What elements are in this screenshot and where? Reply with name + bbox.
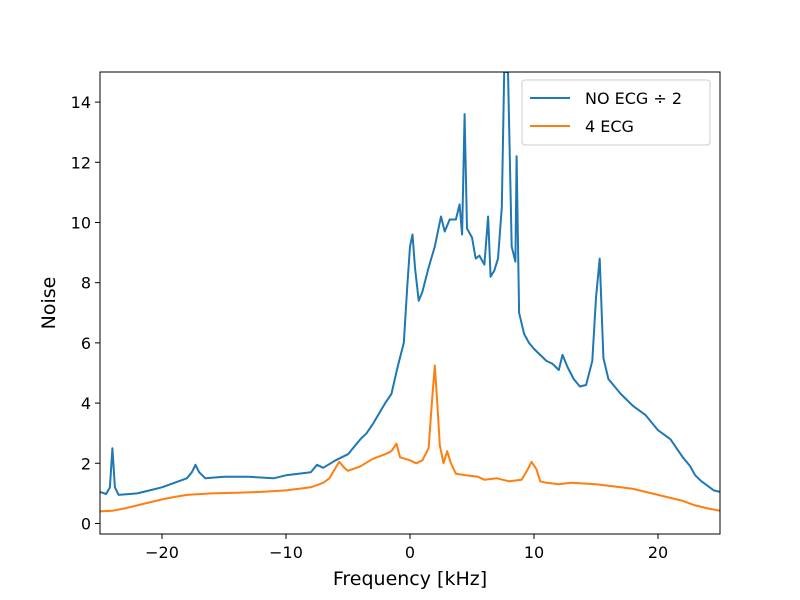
x-tick-label: −10 (269, 543, 303, 562)
y-tick-label: 4 (81, 394, 91, 413)
series-line-0 (100, 72, 720, 496)
x-tick-label: −20 (145, 543, 179, 562)
legend-label-0: NO ECG ÷ 2 (585, 89, 682, 108)
x-tick-label: 10 (524, 543, 544, 562)
legend: NO ECG ÷ 2 4 ECG (521, 79, 711, 146)
legend-frame (521, 79, 711, 146)
x-tick-label: 0 (405, 543, 415, 562)
legend-label-1: 4 ECG (585, 117, 634, 136)
y-tick-label: 6 (81, 334, 91, 353)
x-tick-label: 20 (648, 543, 668, 562)
x-axis: −20 −10 0 10 20 (145, 534, 668, 562)
x-axis-title: Frequency [kHz] (333, 568, 487, 590)
y-axis: 0 2 4 6 8 10 12 14 (71, 93, 100, 533)
plot-area (99, 71, 721, 535)
series-line-1 (100, 364, 720, 513)
series-layer (100, 72, 720, 513)
y-tick-label: 12 (71, 153, 91, 172)
y-tick-label: 2 (81, 454, 91, 473)
plot-background (100, 72, 720, 534)
y-tick-label: 8 (81, 274, 91, 293)
y-axis-title: Noise (38, 277, 60, 330)
y-tick-label: 10 (71, 213, 91, 232)
y-tick-label: 0 (81, 514, 91, 533)
y-tick-label: 14 (71, 93, 91, 112)
